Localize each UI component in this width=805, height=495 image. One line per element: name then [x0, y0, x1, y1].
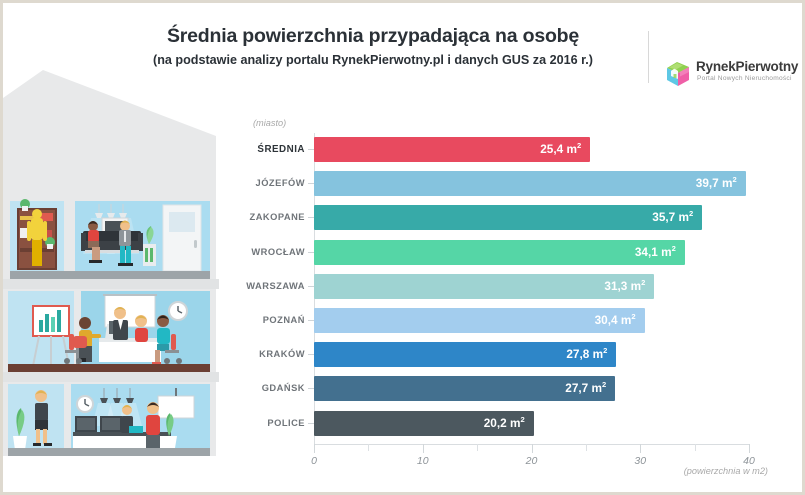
- bar-value-label: 27,8 m2: [566, 346, 608, 362]
- chart-row: ŚREDNIA 25,4 m2: [233, 133, 793, 166]
- x-axis-tick: [694, 444, 696, 451]
- x-axis-tick: [422, 444, 424, 453]
- bar-value-label: 27,7 m2: [565, 380, 607, 396]
- chart-row: ZAKOPANE 35,7 m2: [233, 201, 793, 234]
- bar-value-label: 31,3 m2: [604, 277, 646, 293]
- x-axis-tick-label: 40: [743, 455, 755, 467]
- bar-warszawa[interactable]: 31,3 m2: [314, 273, 655, 299]
- chart-row: JÓZEFÓW 39,7 m2: [233, 167, 793, 200]
- category-tick: [308, 354, 314, 356]
- x-axis-tick: [314, 444, 315, 453]
- chart-row: KRAKÓW 27,8 m2: [233, 338, 793, 371]
- category-tick: [308, 183, 314, 185]
- category-tick: [308, 388, 314, 390]
- bar-police[interactable]: 20,2 m2: [314, 410, 534, 436]
- bar-gdańsk[interactable]: 27,7 m2: [314, 376, 616, 402]
- category-label-średnia: ŚREDNIA: [257, 144, 305, 155]
- bar-value-label: 35,7 m2: [652, 209, 694, 225]
- chart-row: POLICE 20,2 m2: [233, 407, 793, 440]
- bar-value-label: 25,4 m2: [540, 141, 582, 156]
- x-axis-tick: [640, 444, 642, 453]
- chart-row: GDAŃSK 27,7 m2: [233, 372, 793, 405]
- bar-value-label: 30,4 m2: [594, 312, 636, 327]
- page-title: Średnia powierzchnia przypadająca na oso…: [166, 25, 580, 47]
- x-axis-tick-label: 30: [634, 455, 647, 467]
- bar-value-label: 39,7 m2: [695, 175, 737, 191]
- y-axis-label: (miasto): [253, 118, 287, 128]
- category-tick: [308, 285, 314, 287]
- category-label-józefów: JÓZEFÓW: [255, 178, 305, 189]
- chart-row: WROCŁAW 34,1 m2: [233, 236, 793, 269]
- chart-row: POZNAŃ 30,4 m2: [233, 304, 793, 337]
- x-axis-tick: [368, 444, 370, 451]
- x-axis-tick: [749, 444, 750, 453]
- logo-name: RynekPierwotny: [696, 59, 799, 74]
- category-label-police: POLICE: [267, 417, 305, 428]
- x-axis-tick: [585, 444, 587, 451]
- category-tick: [308, 320, 314, 321]
- category-label-poznań: POZNAŃ: [262, 315, 305, 325]
- logo-tagline: Portal Nowych Nieruchomości: [697, 75, 792, 82]
- category-label-wrocław: WROCŁAW: [251, 246, 305, 257]
- bar-zakopane[interactable]: 35,7 m2: [314, 205, 703, 231]
- category-tick: [308, 217, 314, 219]
- category-label-gdańsk: GDAŃSK: [261, 383, 305, 394]
- page-subtitle: (na podstawie analizy portalu RynekPierw…: [153, 53, 593, 67]
- bar-józefów[interactable]: 39,7 m2: [314, 171, 746, 197]
- cube-house-icon: [663, 59, 693, 89]
- category-tick: [308, 251, 314, 253]
- bar-chart: (miasto) (powierzchnia w m2) ŚREDNIA 25,4…: [233, 108, 793, 488]
- plot-area: ŚREDNIA 25,4 m2 JÓZEFÓW 39,7 m2 ZAKOPANE 35,7…: [233, 133, 793, 467]
- header-divider: [648, 31, 649, 83]
- header: Średnia powierzchnia przypadająca na oso…: [3, 25, 802, 87]
- category-label-zakopane: ZAKOPANE: [249, 212, 305, 223]
- category-label-kraków: KRAKÓW: [259, 349, 305, 360]
- x-axis-tick-label: 0: [311, 455, 317, 467]
- category-tick: [308, 149, 314, 150]
- bar-value-label: 34,1 m2: [634, 243, 676, 259]
- bar-poznań[interactable]: 30,4 m2: [314, 308, 645, 333]
- bar-wrocław[interactable]: 34,1 m2: [314, 239, 685, 265]
- x-axis-tick: [531, 444, 533, 453]
- bar-kraków[interactable]: 27,8 m2: [314, 342, 617, 368]
- category-label-warszawa: WARSZAWA: [246, 280, 305, 291]
- bar-value-label: 20,2 m2: [483, 414, 525, 430]
- x-axis-tick-label: 20: [525, 455, 538, 467]
- house-cutaway-illustration: [3, 58, 219, 466]
- chart-row: WARSZAWA 31,3 m2: [233, 270, 793, 303]
- x-axis-tick-label: 10: [416, 455, 429, 467]
- x-axis-label: (powierzchnia w m2): [683, 466, 768, 476]
- category-tick: [308, 422, 314, 424]
- x-axis-tick: [477, 444, 479, 451]
- bar-średnia[interactable]: 25,4 m2: [314, 137, 591, 162]
- brand-logo[interactable]: RynekPierwotny Portal Nowych Nieruchomoś…: [663, 59, 798, 91]
